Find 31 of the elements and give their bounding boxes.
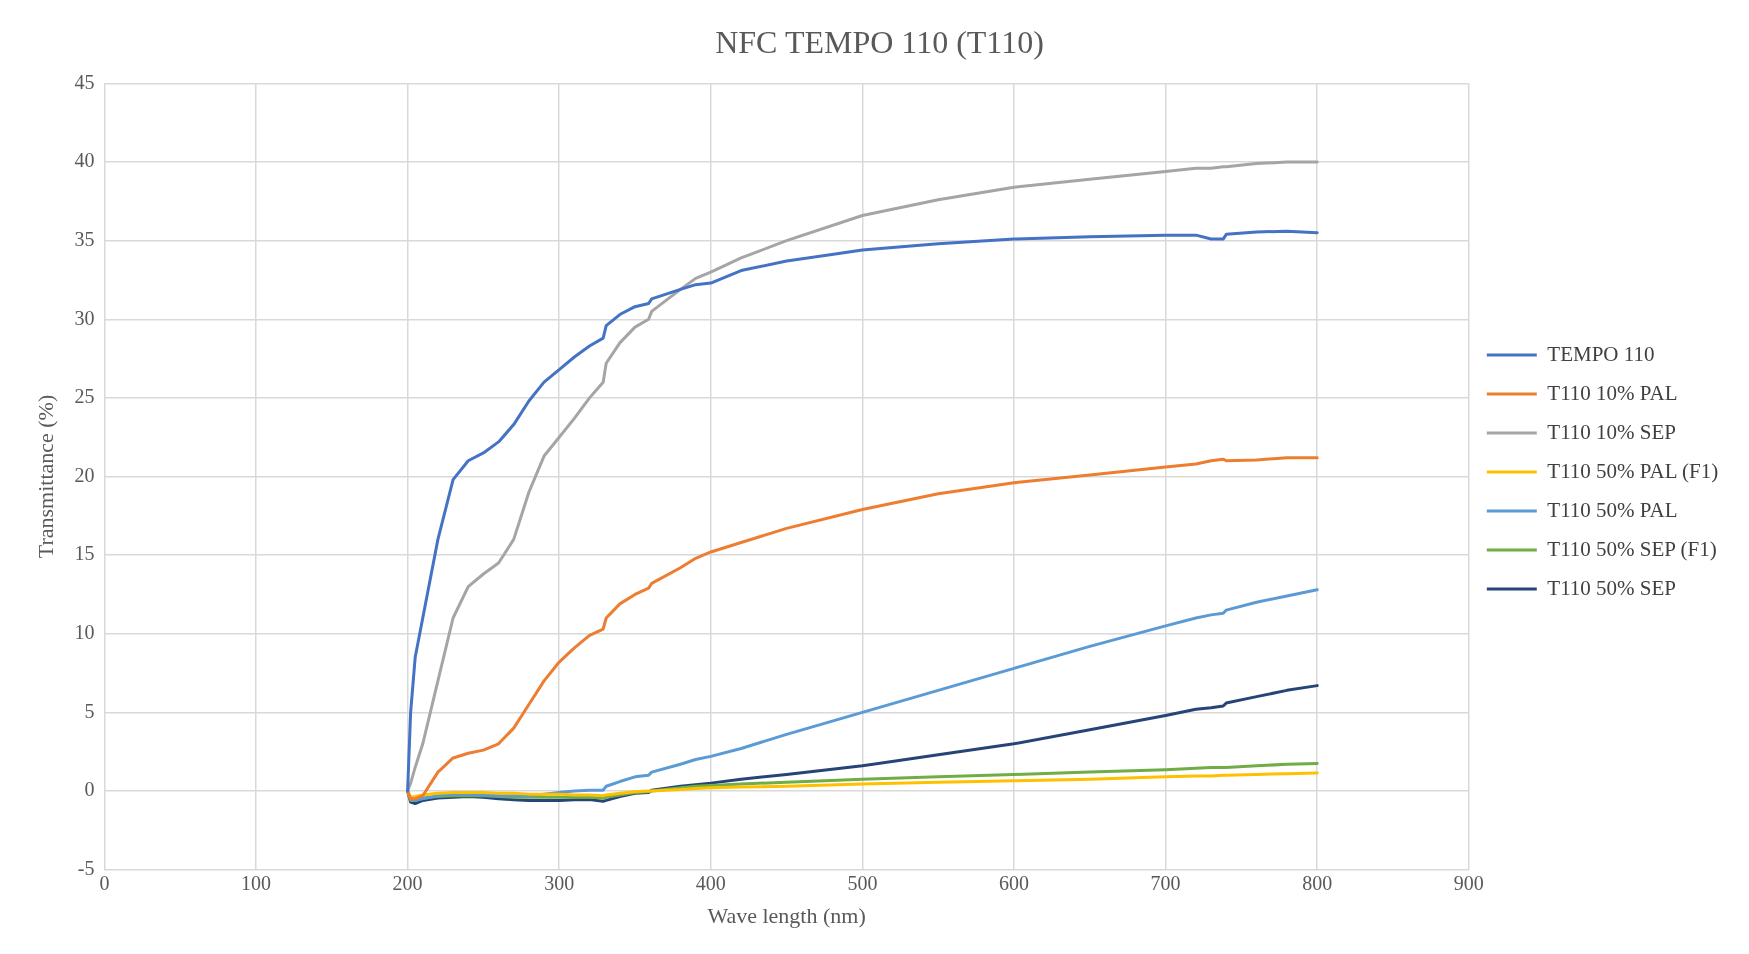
legend-label: T110 50% PAL (F1) xyxy=(1547,458,1719,483)
y-tick-label: 0 xyxy=(84,778,95,801)
y-tick-label: -5 xyxy=(77,856,95,879)
y-tick-label: 15 xyxy=(74,542,95,565)
y-tick-label: 10 xyxy=(74,620,95,643)
x-tick-label: 800 xyxy=(1302,871,1333,894)
y-tick-label: 25 xyxy=(74,385,95,408)
legend-label: T110 50% SEP xyxy=(1547,575,1677,600)
y-tick-label: 5 xyxy=(84,699,95,722)
chart-title: NFC TEMPO 110 (T110) xyxy=(715,23,1044,60)
x-tick-label: 100 xyxy=(241,871,271,894)
x-tick-label: 600 xyxy=(999,871,1029,894)
legend-label: T110 50% SEP (F1) xyxy=(1547,536,1717,561)
y-axis-title: Transmittance (%) xyxy=(32,394,58,559)
legend-label: T110 10% PAL xyxy=(1547,380,1678,405)
x-tick-label: 200 xyxy=(392,871,423,894)
legend-label: TEMPO 110 xyxy=(1547,341,1655,366)
y-tick-label: 30 xyxy=(74,306,95,329)
x-axis-title: Wave length (nm) xyxy=(707,902,866,928)
y-tick-label: 35 xyxy=(74,227,95,250)
x-tick-label: 500 xyxy=(847,871,878,894)
x-tick-label: 900 xyxy=(1453,871,1484,894)
x-tick-label: 300 xyxy=(544,871,575,894)
y-tick-label: 45 xyxy=(74,70,95,93)
x-tick-label: 0 xyxy=(99,871,110,894)
legend-label: T110 10% SEP xyxy=(1547,419,1677,444)
x-tick-label: 400 xyxy=(695,871,726,894)
y-tick-label: 20 xyxy=(74,463,95,486)
legend-label: T110 50% PAL xyxy=(1547,497,1678,522)
y-tick-label: 40 xyxy=(74,149,95,172)
x-tick-label: 700 xyxy=(1150,871,1181,894)
